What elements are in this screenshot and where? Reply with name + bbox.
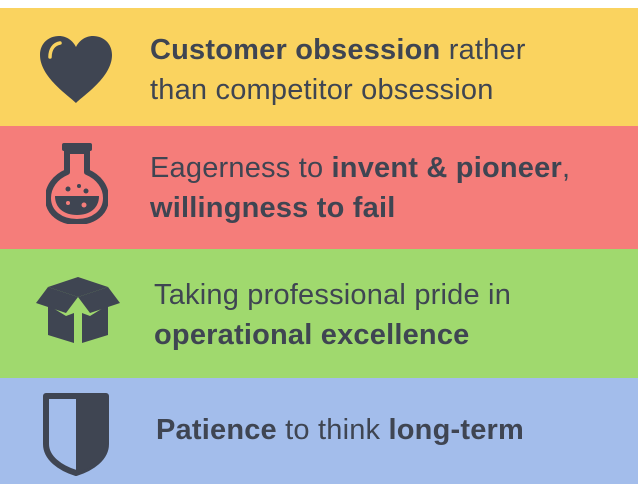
value-text-segment: Taking professional pride in [154, 279, 512, 311]
value-line: Patience to think long-term [156, 410, 524, 450]
value-line: Customer obsession rather [150, 30, 526, 70]
flask-icon [46, 142, 108, 224]
value-text-invent-pioneer: Eagerness to invent & pioneer, willingne… [150, 148, 570, 228]
heart-icon [38, 35, 114, 105]
value-text-segment: Patience [156, 414, 277, 446]
value-text-segment: rather [440, 34, 526, 66]
value-text-segment: invent & pioneer [331, 152, 562, 184]
value-text-segment: operational excellence [154, 319, 470, 351]
value-text-segment: Customer obsession [150, 34, 441, 66]
value-text-segment: , [561, 152, 571, 184]
shield-icon [42, 392, 110, 476]
value-line: operational excellence [154, 315, 511, 355]
value-text-operational-excellence: Taking professional pride in operational… [154, 275, 511, 355]
value-line: Taking professional pride in [154, 275, 511, 315]
box-icon [34, 275, 122, 345]
value-line: than competitor obsession [150, 70, 526, 110]
value-band-customer-obsession: Customer obsession rather than competito… [0, 8, 638, 126]
value-text-customer-obsession: Customer obsession rather than competito… [150, 30, 526, 110]
value-text-segment: than competitor obsession [150, 74, 494, 106]
value-line: Eagerness to invent & pioneer, [150, 148, 570, 188]
value-text-segment: willingness to fail [150, 192, 396, 224]
value-text-segment: to think [276, 414, 389, 446]
value-line: willingness to fail [150, 188, 570, 228]
value-text-segment: Eagerness to [150, 152, 332, 184]
value-band-invent-pioneer: Eagerness to invent & pioneer, willingne… [0, 126, 638, 249]
value-text-segment: long-term [388, 414, 525, 446]
value-band-operational-excellence: Taking professional pride in operational… [0, 249, 638, 378]
value-text-long-term: Patience to think long-term [156, 410, 524, 450]
value-band-long-term: Patience to think long-term [0, 378, 638, 484]
